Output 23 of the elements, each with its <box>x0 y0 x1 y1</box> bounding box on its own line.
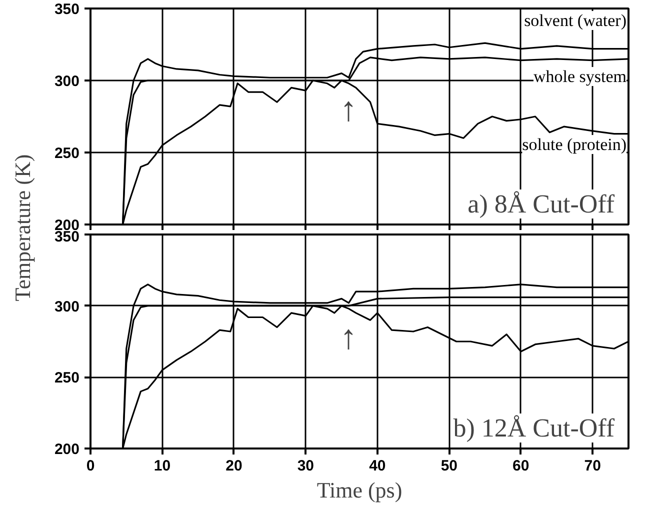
x-tick-label: 30 <box>297 458 314 474</box>
series-label: whole system <box>533 67 627 86</box>
series-label: solute (protein) <box>522 135 627 154</box>
x-axis-title: Time (ps) <box>316 478 402 502</box>
y-tick-label: 300 <box>54 73 80 90</box>
annotation: b) 12Å Cut-Off <box>453 414 615 442</box>
y-axis-title: Temperature (K) <box>10 154 35 302</box>
y-tick-label: 250 <box>54 145 80 162</box>
x-tick-label: 20 <box>226 458 242 474</box>
x-tick-label: 0 <box>86 458 95 474</box>
x-tick-label: 70 <box>584 458 601 474</box>
x-tick-label: 60 <box>512 458 530 474</box>
x-tick-label: 40 <box>369 458 386 474</box>
y-tick-label: 350 <box>54 1 80 18</box>
annotation: ↑ <box>340 318 357 356</box>
x-tick-label: 10 <box>154 458 171 474</box>
annotation: a) 8Å Cut-Off <box>468 190 615 218</box>
x-tick-label: 50 <box>440 458 458 474</box>
y-tick-label: 200 <box>54 441 80 458</box>
series-label: solvent (water) <box>524 11 627 30</box>
y-tick-label: 300 <box>54 298 80 316</box>
y-tick-label: 250 <box>54 370 80 387</box>
annotation: ↑ <box>340 90 357 128</box>
